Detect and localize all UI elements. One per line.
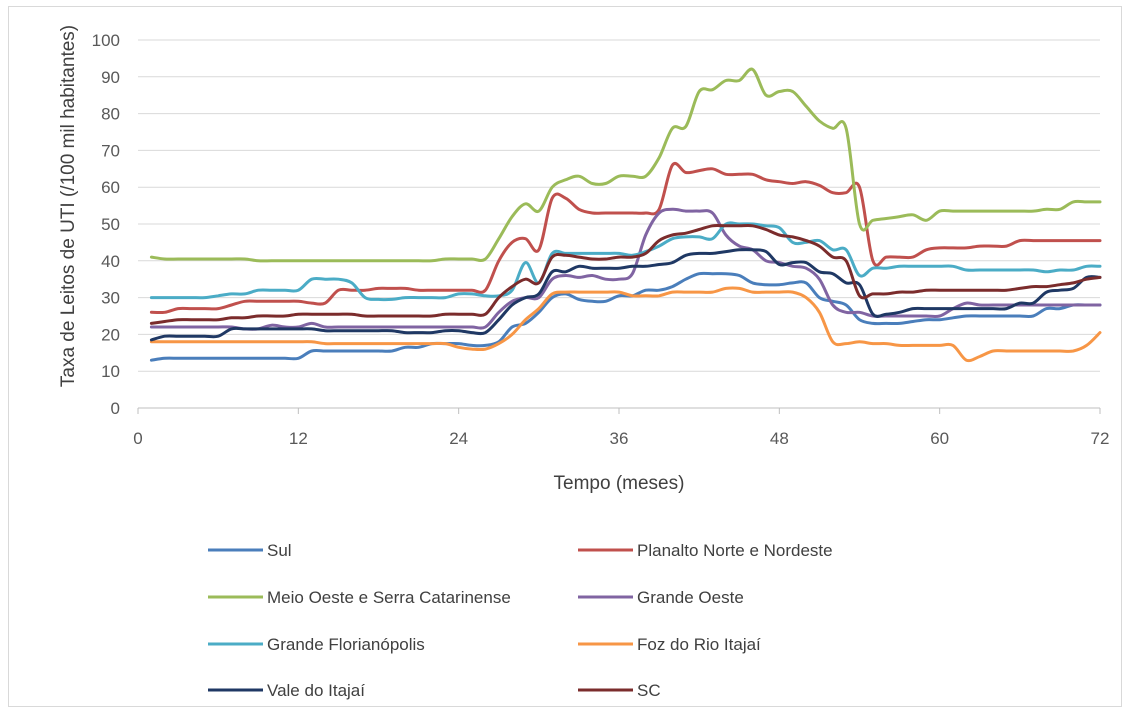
legend-label: Grande Oeste [637, 588, 744, 607]
y-tick-label: 20 [101, 325, 120, 344]
series-line-4 [149, 221, 1102, 302]
y-tick-label: 80 [101, 105, 120, 124]
series-line-5 [149, 286, 1102, 363]
y-tick-label: 50 [101, 215, 120, 234]
x-tick-label: 48 [770, 429, 789, 448]
y-tick-label: 40 [101, 252, 120, 271]
series-line-0 [149, 271, 1102, 362]
chart-frame [8, 6, 1122, 707]
y-tick-label: 60 [101, 178, 120, 197]
legend-label: Foz do Rio Itajaí [637, 635, 761, 654]
y-tick-label: 100 [92, 31, 120, 50]
y-tick-label: 10 [101, 362, 120, 381]
legend: Sul Planalto Norte e Nordeste Meio Oeste e… [208, 541, 833, 700]
x-tick-label: 24 [449, 429, 468, 448]
legend-label: Sul [267, 541, 292, 560]
legend-label: Planalto Norte e Nordeste [637, 541, 833, 560]
series-lines [149, 67, 1102, 363]
y-tick-label: 30 [101, 289, 120, 308]
y-tick-label: 0 [111, 399, 120, 418]
series-line-3 [149, 207, 1102, 331]
legend-label: SC [637, 681, 661, 700]
axes: 0 10 20 30 40 50 60 70 80 90 100 0 12 24 36 48 60 72 [92, 31, 1110, 448]
y-axis-title: Taxa de Leitos de UTI (/100 mil habitant… [58, 25, 79, 387]
series-line-1 [149, 162, 1102, 315]
series-line-7 [149, 224, 1102, 325]
gridlines [138, 39, 1100, 372]
x-tick-label: 72 [1091, 429, 1110, 448]
x-axis-title: Tempo (meses) [554, 473, 685, 494]
legend-label: Vale do Itajaí [267, 681, 365, 700]
x-tick-label: 12 [289, 429, 308, 448]
x-tick-label: 60 [930, 429, 949, 448]
series-line-2 [149, 67, 1102, 263]
x-tick-label: 36 [610, 429, 629, 448]
y-tick-label: 70 [101, 141, 120, 160]
y-tick-label: 90 [101, 68, 120, 87]
legend-label: Grande Florianópolis [267, 635, 425, 654]
legend-label: Meio Oeste e Serra Catarinense [267, 588, 511, 607]
series-line-6 [149, 248, 1102, 342]
x-tick-label: 0 [133, 429, 142, 448]
